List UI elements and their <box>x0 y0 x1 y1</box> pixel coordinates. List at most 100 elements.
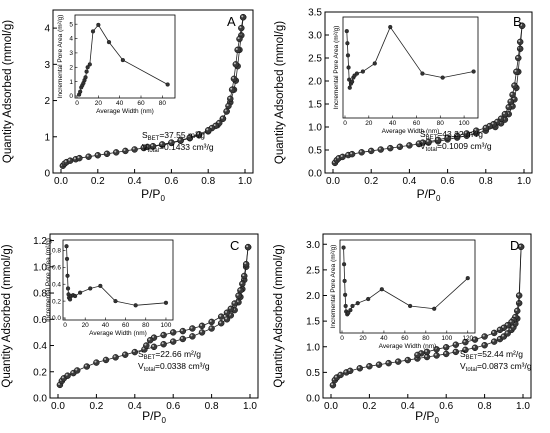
data-point <box>112 354 119 361</box>
data-point-highlight <box>331 383 334 386</box>
inset-frame <box>62 239 174 321</box>
data-point-highlight <box>68 158 71 161</box>
data-point-highlight <box>132 147 135 150</box>
data-point-highlight <box>233 62 236 65</box>
data-point <box>121 351 129 358</box>
inset-y-axis-label: Incremental Pore Area (m²/g) <box>57 15 64 99</box>
bet-prefix: S <box>460 349 466 359</box>
inset-data-point <box>85 65 90 70</box>
y-tick-label: 1.2 <box>33 236 47 247</box>
vol-sub: total <box>426 147 437 153</box>
inset-x-axis-label: Average Width (nm) <box>382 128 440 135</box>
bet-value: =43.22 m²/g <box>437 129 483 139</box>
inset-data-point <box>341 245 346 250</box>
data-point-highlight <box>510 92 513 95</box>
y-tick-label: 4 <box>44 24 50 35</box>
data-point-highlight <box>141 145 144 148</box>
x-tick-label: 1.0 <box>243 401 257 412</box>
bet-surface-area: SBET=22.66 m²/g <box>138 349 201 361</box>
data-point-highlight <box>123 149 126 152</box>
data-point <box>366 362 373 370</box>
data-point <box>515 299 523 307</box>
y-tick-label: 1.5 <box>308 100 322 111</box>
inset-x-tick-label: 60 <box>401 335 409 342</box>
data-point <box>169 338 177 345</box>
inset-data-point <box>78 89 83 94</box>
plot-frame <box>322 233 532 399</box>
data-point-highlight <box>425 355 428 358</box>
data-point <box>414 351 421 359</box>
inset-data-point <box>90 29 96 34</box>
data-point <box>509 91 516 99</box>
data-point-highlight <box>200 323 203 326</box>
data-point-highlight <box>491 122 494 125</box>
data-point <box>387 144 394 152</box>
data-point <box>356 365 364 372</box>
vol-sub: total <box>144 367 155 373</box>
data-point-highlight <box>434 347 437 350</box>
data-point <box>217 319 225 327</box>
inset-x-axis-label: Average Width (nm) <box>96 108 154 115</box>
data-point-highlight <box>348 368 351 371</box>
x-axis-label: P/P0 <box>415 409 439 425</box>
y-tick-label: 0.2 <box>33 367 47 378</box>
inset-data-point <box>420 71 425 76</box>
vol-sub: total <box>466 367 477 373</box>
data-point <box>76 154 83 162</box>
bet-sub: BET <box>466 355 478 361</box>
data-point-highlight <box>161 333 164 336</box>
inset-data-point <box>72 293 78 299</box>
inset-chart: 0 20 40 60 80 0 1 2 3 4 5 Average Width (nm) Increme… <box>57 15 176 115</box>
vol-prefix: V <box>138 361 144 371</box>
data-point <box>516 38 524 46</box>
data-point-highlight <box>219 314 222 317</box>
y-tick-label: 3 <box>44 60 50 71</box>
y-tick-label: 0.0 <box>306 394 320 405</box>
y-tick-label: 0.0 <box>308 169 322 180</box>
data-point <box>339 153 346 161</box>
data-point-highlight <box>236 293 239 296</box>
inset-y-tick-label: 0.2 <box>52 298 61 305</box>
data-point <box>236 35 243 43</box>
inset-y-tick-label: 0.4 <box>52 281 61 288</box>
data-point <box>507 98 514 105</box>
inset-data-point <box>64 244 69 249</box>
data-point <box>505 103 512 111</box>
panel-label: B <box>513 14 522 29</box>
plot-frame <box>324 11 533 174</box>
y-tick-label: 0.5 <box>308 146 322 157</box>
data-point-highlight <box>513 315 516 318</box>
plot-frame <box>49 233 259 399</box>
inset-x-tick-label: 40 <box>116 100 124 107</box>
data-point <box>73 367 81 374</box>
data-point-highlight <box>232 76 235 79</box>
inset-data-point <box>408 303 413 309</box>
inset-data-point <box>440 75 445 80</box>
inset-data-point <box>465 276 470 281</box>
x-tick-label: 0.6 <box>441 176 455 187</box>
inset-x-tick-label: 40 <box>102 322 110 329</box>
data-point-highlight <box>415 353 418 356</box>
data-point-highlight <box>161 342 164 345</box>
data-point <box>433 352 440 359</box>
data-point <box>375 361 383 368</box>
data-point-highlight <box>463 340 466 343</box>
x-tick-label: 0.6 <box>166 401 180 412</box>
data-point-highlight <box>367 364 370 367</box>
data-point-highlight <box>75 368 78 371</box>
data-point-highlight <box>520 23 523 26</box>
y-tick-label: 0.0 <box>33 394 47 405</box>
inset-x-tick-label: 40 <box>380 335 388 342</box>
data-point <box>223 108 230 115</box>
total-pore-volume: Vtotal=0.0873 cm³/g <box>460 361 532 373</box>
data-point <box>160 340 167 348</box>
bet-prefix: S <box>138 349 144 359</box>
inset-y-tick-label: 1 <box>69 79 73 86</box>
data-point <box>239 13 247 21</box>
x-axis-label-sub: 0 <box>161 416 166 425</box>
data-point-highlight <box>242 274 245 277</box>
data-point-highlight <box>241 15 244 18</box>
data-point <box>66 157 74 164</box>
data-point <box>146 337 154 344</box>
